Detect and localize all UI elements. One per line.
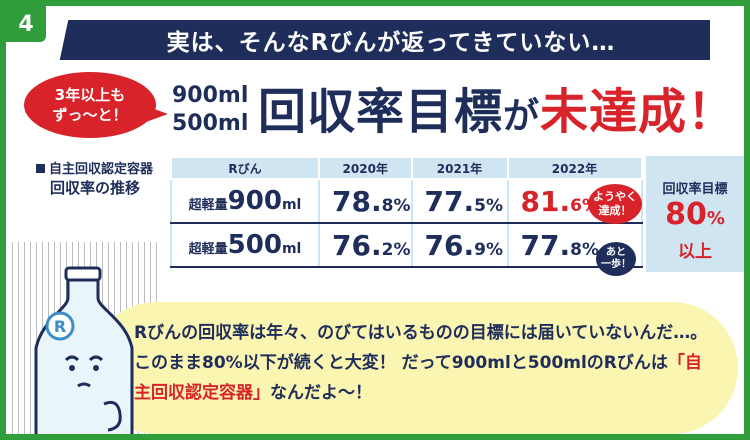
target-box: 回収率目標 80% 以上	[646, 156, 744, 272]
bubble-line-1: 3年以上も	[54, 86, 126, 104]
section-number: 4	[18, 11, 34, 37]
header-cell: 2021年	[410, 156, 509, 180]
row-label-500ml: 超軽量500ml	[170, 222, 320, 268]
achieved-note: ようやく 達成！	[588, 184, 642, 224]
side-label-line-2: 回収率の推移	[50, 179, 141, 197]
bubble-tail	[146, 106, 168, 122]
table-side-label: 自主回収認定容器 回収率の推移	[36, 161, 153, 197]
header-cell: Rびん	[170, 156, 320, 180]
almost-note: あと 一歩！	[596, 242, 636, 276]
row-label-900ml: 超軽量900ml	[170, 178, 320, 224]
bubble-line-2: ずっ〜と！	[52, 106, 128, 124]
headline-target: 回収率目標	[258, 84, 504, 140]
table-header-row: Rびん 2020年 2021年 2022年	[170, 156, 643, 180]
rate-500ml-2021: 76.9%	[410, 222, 509, 268]
side-label-line-1: 自主回収認定容器	[49, 162, 154, 177]
bottle-sizes: 900ml 500ml	[172, 82, 248, 138]
target-suffix: 以上	[678, 242, 712, 262]
duration-bubble: 3年以上も ずっ〜と！	[24, 72, 156, 138]
headline: 回収率目標が未達成！	[258, 72, 736, 142]
table-row-500ml: 超軽量500ml 76.2% 76.9% 77.8%	[170, 222, 643, 268]
header-cell: 2022年	[506, 156, 643, 180]
rate-900ml-2021: 77.5%	[410, 178, 509, 224]
svg-text:R: R	[54, 317, 66, 336]
title-banner: 実は、そんなRびんが返ってきていない…	[72, 20, 710, 60]
size-500: 500ml	[172, 111, 249, 136]
recovery-rate-table: Rびん 2020年 2021年 2022年 超軽量900ml 78.8% 77.…	[170, 156, 643, 268]
target-label: 回収率目標	[662, 182, 728, 197]
speech-bubble: Rびんの回収率は年々、のびてはいるものの目標には届いていないんだ…。このまま80…	[90, 302, 738, 434]
bullet-square-icon	[36, 164, 45, 173]
table-row-900ml: 超軽量900ml 78.8% 77.5% 81.6%	[170, 178, 643, 224]
rate-500ml-2020: 76.2%	[318, 222, 413, 268]
section-number-badge: 4	[6, 6, 46, 42]
size-900: 900ml	[172, 83, 249, 108]
headline-particle: が	[503, 96, 541, 137]
headline-unachieved: 未達成！	[540, 84, 737, 140]
speech-highlight: 「自主回収認定容器」	[134, 353, 702, 403]
rate-500ml-2022: 77.8%	[506, 222, 643, 268]
speech-text-1: Rびんの回収率は年々、のびてはいるものの目標には届いていないんだ…。このまま80…	[134, 323, 708, 373]
target-value: 80%	[665, 197, 725, 232]
rate-900ml-2020: 78.8%	[318, 178, 413, 224]
banner-text: 実は、そんなRびんが返ってきていない…	[166, 30, 616, 56]
speech-text-2: なんだよ〜！	[270, 383, 372, 403]
bottle-character-icon: R	[34, 266, 134, 434]
header-cell: 2020年	[318, 156, 413, 180]
